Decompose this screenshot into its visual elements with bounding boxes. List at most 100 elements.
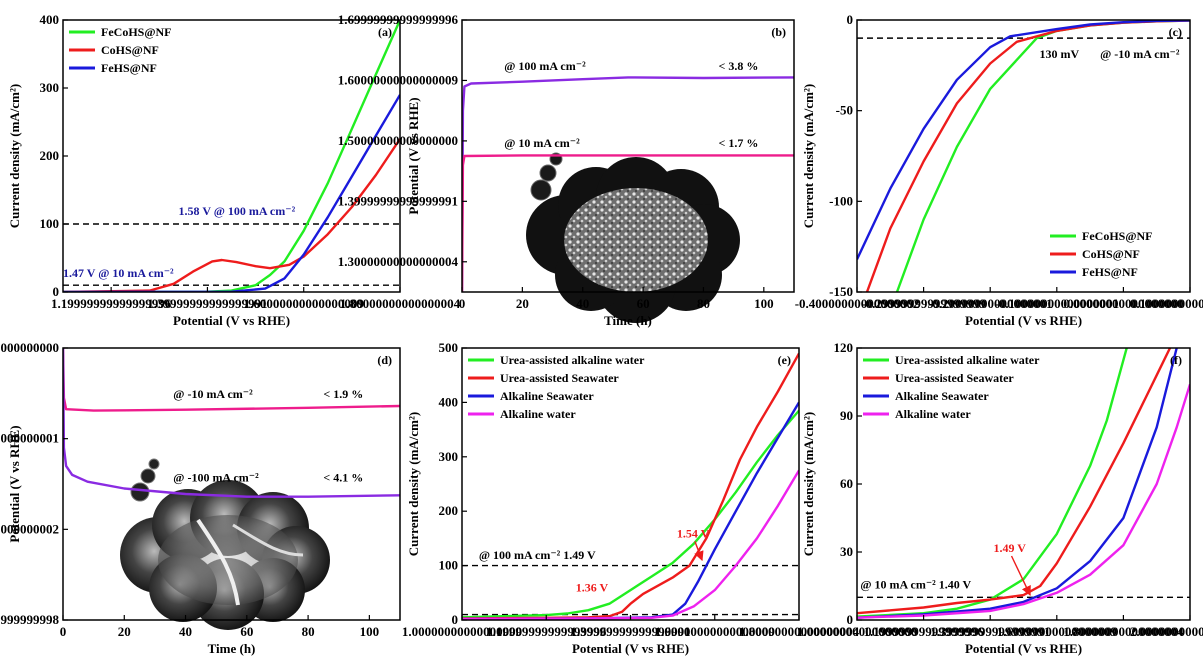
sem-inset-image [526, 152, 740, 323]
sem-fibre [196, 518, 240, 606]
annotation-text: 130 mV [1039, 47, 1079, 61]
annotation-text: < 3.8 % [719, 59, 759, 73]
x-tick-label: 1.60000000000000009 [244, 296, 365, 311]
series-line-alkaline-seawater [857, 348, 1178, 619]
panel-label: (f) [1170, 353, 1182, 367]
annotation-text: < 1.9 % [323, 387, 363, 401]
y-tick-label: 0 [452, 612, 459, 627]
series-line-alkaline-water [857, 383, 1190, 619]
y-tick-label: 400 [40, 12, 60, 27]
annotation-text: 1.49 V [994, 541, 1027, 555]
legend-entry: Alkaline water [500, 407, 576, 421]
annotation-text: < 4.1 % [323, 471, 363, 485]
annotation-text: @ 10 mA cm⁻² [504, 136, 580, 150]
panel-b: 0 20 40 60 80 100 1.30000000000000004 1.3999999… [338, 12, 795, 328]
annotation-arrow [1010, 555, 1031, 596]
y-tick-label: 1.69999999999999996 [338, 12, 459, 27]
y-tick-label: 0 [847, 612, 854, 627]
x-tick-label: -0.10000000000000001 [995, 296, 1120, 311]
series-line-urea-assisted-seawater [462, 352, 799, 620]
legend-entry: FeCoHS@NF [101, 25, 172, 39]
y-tick-label: 100 [40, 216, 60, 231]
x-tick-label: 1.80000000000000004 [1063, 624, 1184, 639]
annotation-text: @ -10 mA cm⁻² [173, 387, 253, 401]
y-tick-label: 100 [439, 558, 459, 573]
x-tick-label: 100 [360, 624, 380, 639]
panel-d: 0 20 40 60 80 100 -0.59999999999999998 -0.40000… [0, 340, 401, 656]
x-tick-label: 40 [576, 296, 589, 311]
series-line-urea-assisted-seawater [857, 348, 1172, 615]
x-tick-label: -0.20000000000000001 [928, 296, 1053, 311]
y-tick-label: 500 [439, 340, 459, 355]
annotation-text: @ -10 mA cm⁻² [1100, 47, 1180, 61]
x-tick-label: 1.19999999999999996 [51, 296, 172, 311]
series-line-alkaline-seawater [462, 401, 799, 620]
y-tick-label: 1.30000000000000004 [338, 254, 459, 269]
sem-bubble [140, 468, 156, 484]
x-tick-label: 1.00000000000000000 [402, 624, 522, 639]
panel-label: (c) [1169, 25, 1182, 39]
panel-label: (a) [378, 25, 392, 39]
y-tick-label: 300 [40, 80, 60, 95]
legend-entry: Urea-assisted Seawater [895, 371, 1014, 385]
series-group [63, 348, 400, 498]
series-group [857, 348, 1190, 619]
y-tick-label: -0.40000000000000002 [0, 521, 59, 536]
annotation-text: 1.36 V [576, 581, 609, 595]
y-tick-label: -50 [836, 103, 853, 118]
legend-entry: Alkaline water [895, 407, 971, 421]
sem-bubble [539, 164, 557, 182]
annotation-text: @ 100 mA cm⁻² [504, 59, 586, 73]
series-line-2 [63, 348, 400, 498]
x-tick-label: 1.00000000000000000 [797, 624, 917, 639]
x-tick-label: -0.29999999999999999 [861, 296, 986, 311]
x-tick-label: 0.00000000000000000 [1063, 296, 1183, 311]
series-group [63, 20, 400, 292]
y-axis-label: Current density (mA/cm²) [801, 412, 816, 556]
y-tick-label: 1.60000000000000009 [338, 72, 459, 87]
legend: Urea-assisted alkaline water Urea-assiste… [468, 353, 645, 421]
annotation-text: 1.54 V [677, 526, 710, 540]
legend-entry: FeHS@NF [1082, 265, 1138, 279]
y-tick-label: 90 [840, 408, 853, 423]
x-tick-label: 1.19999999999999996 [863, 624, 984, 639]
panel-a: 1.199999999999999961.399999999999999911.… [7, 12, 461, 328]
x-tick-label: 20 [118, 624, 131, 639]
annotation-arrow [694, 541, 704, 562]
x-tick-label: 1.39999999999999991 [147, 296, 267, 311]
series-line-alkaline-water [462, 469, 799, 620]
y-tick-label: 0 [847, 12, 854, 27]
panel-e: 1.000000000000000001.199999999999999961.… [402, 340, 860, 656]
sem-inset-image [120, 458, 330, 630]
y-tick-label: 0 [53, 284, 60, 299]
y-tick-label: 400 [439, 394, 459, 409]
plot-frame [461, 19, 795, 293]
sem-bubble [530, 179, 552, 201]
x-axis-label: Time (h) [208, 641, 256, 656]
series-group [857, 20, 1190, 292]
reference-line-label: @ 100 mA cm⁻² 1.49 V [479, 548, 596, 562]
y-tick-label: 300 [439, 449, 459, 464]
panel-label: (e) [778, 353, 791, 367]
legend-entry: Alkaline Seawater [895, 389, 989, 403]
x-axis-label: Potential (V vs RHE) [572, 641, 689, 656]
plot-frame [856, 19, 1191, 293]
y-tick-label: 0.00000000000000000 [0, 340, 59, 355]
y-tick-label: -0.20000000000000001 [0, 431, 59, 446]
series-line-fehs-nf [857, 20, 1190, 260]
annotation-text: < 1.7 % [719, 136, 759, 150]
y-tick-label: -0.59999999999999998 [0, 612, 59, 627]
y-axis-label: Current density (mA/cm²) [7, 84, 22, 228]
y-tick-label: 1.39999999999999991 [338, 193, 458, 208]
x-tick-label: 1.60000000000000009 [997, 624, 1118, 639]
series-line-fecohs-nf [895, 20, 1190, 292]
x-tick-label: 40 [179, 624, 192, 639]
y-axis-label: Potential (V vs RHE) [406, 97, 421, 214]
y-tick-label: 30 [840, 544, 853, 559]
x-tick-label: 60 [240, 624, 253, 639]
legend-entry: Urea-assisted alkaline water [500, 353, 645, 367]
legend-entry: Urea-assisted Seawater [500, 371, 619, 385]
reference-line-label: @ 10 mA cm⁻² 1.40 V [860, 577, 971, 591]
panel-label: (b) [771, 25, 786, 39]
